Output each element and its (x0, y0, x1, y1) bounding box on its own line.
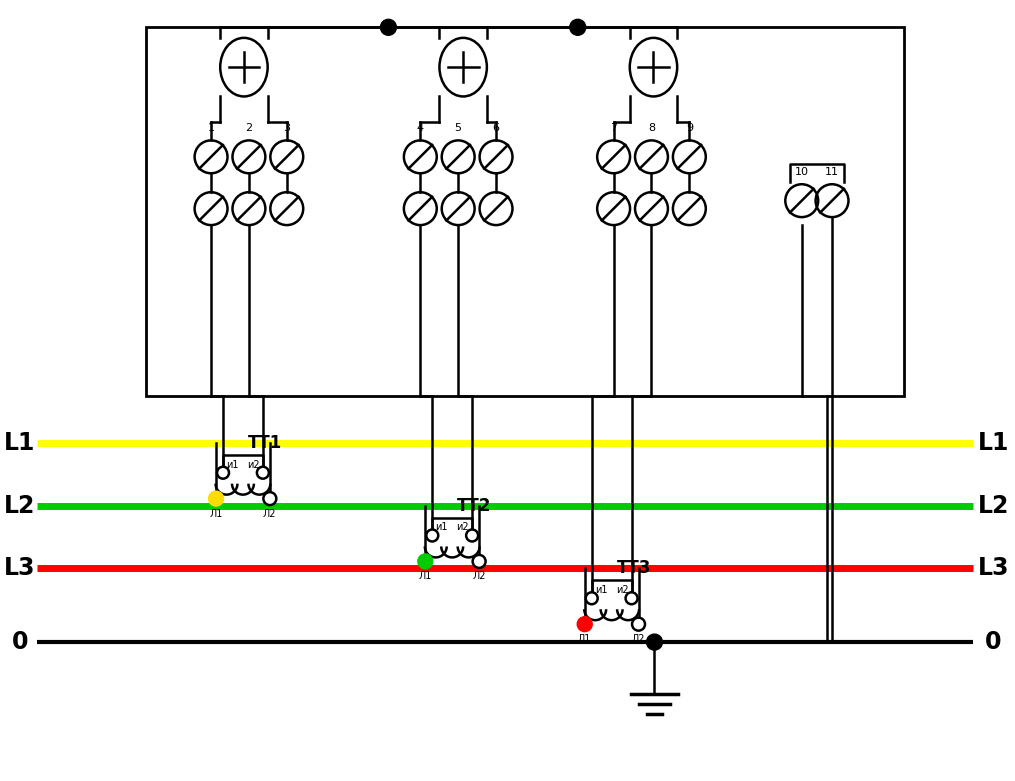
Circle shape (569, 20, 586, 35)
Text: L1: L1 (977, 431, 1009, 455)
Text: 1: 1 (207, 123, 214, 134)
Bar (146, 27, 903, 396)
Circle shape (632, 618, 645, 630)
Text: Л1: Л1 (209, 508, 222, 519)
Text: L3: L3 (977, 556, 1009, 580)
Text: 4: 4 (417, 123, 424, 134)
Text: ТТ3: ТТ3 (616, 559, 651, 577)
Circle shape (217, 467, 229, 479)
Text: 10: 10 (795, 167, 809, 177)
Text: 5: 5 (455, 123, 462, 134)
Text: и1: и1 (595, 585, 607, 595)
Circle shape (625, 592, 637, 604)
Text: Л1: Л1 (418, 572, 432, 581)
Text: Л2: Л2 (263, 508, 277, 519)
Text: 0: 0 (11, 630, 28, 654)
Text: Л2: Л2 (631, 634, 646, 644)
Text: 9: 9 (686, 123, 693, 134)
Text: Л2: Л2 (472, 572, 486, 581)
Text: и2: и2 (616, 585, 628, 595)
Text: 7: 7 (610, 123, 617, 134)
Circle shape (381, 20, 397, 35)
Text: 6: 6 (492, 123, 499, 134)
Text: 11: 11 (825, 167, 839, 177)
Circle shape (473, 555, 485, 568)
Text: L2: L2 (977, 494, 1009, 518)
Circle shape (257, 467, 269, 479)
Text: 2: 2 (246, 123, 253, 134)
Circle shape (263, 492, 276, 505)
Text: Л1: Л1 (578, 634, 592, 644)
Circle shape (418, 554, 432, 569)
Circle shape (208, 491, 223, 506)
Text: ТТ1: ТТ1 (248, 433, 282, 451)
Text: 3: 3 (283, 123, 290, 134)
Text: и1: и1 (435, 522, 448, 533)
Text: L2: L2 (4, 494, 36, 518)
Text: 8: 8 (648, 123, 655, 134)
Circle shape (466, 530, 478, 541)
Text: и2: и2 (248, 460, 260, 469)
Text: 0: 0 (985, 630, 1002, 654)
Text: и2: и2 (457, 522, 469, 533)
Text: L3: L3 (4, 556, 36, 580)
Circle shape (426, 530, 438, 541)
Circle shape (586, 592, 598, 604)
Text: ТТ2: ТТ2 (457, 497, 491, 515)
Text: L1: L1 (4, 431, 36, 455)
Circle shape (647, 634, 663, 650)
Circle shape (578, 617, 592, 632)
Text: и1: и1 (226, 460, 239, 469)
